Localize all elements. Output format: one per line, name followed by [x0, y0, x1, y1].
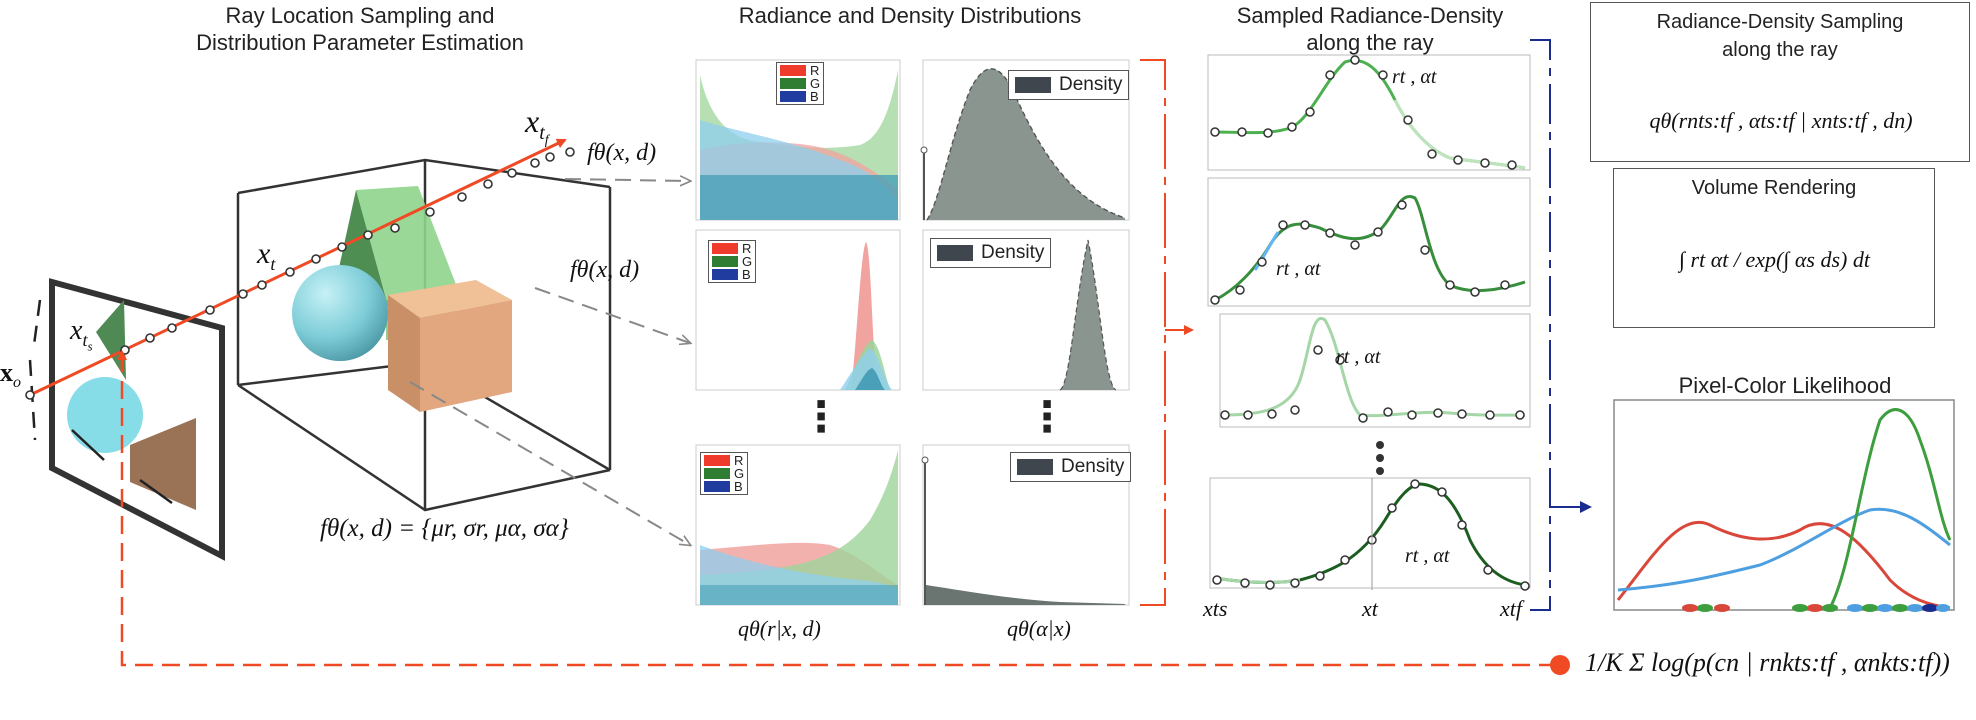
axis-q-alpha: qθ(α|x) [1007, 616, 1071, 641]
axis-x-tf: xtf [1500, 596, 1522, 621]
swatch-blue [780, 91, 806, 102]
curve-label-3: rt , αt [1336, 346, 1381, 368]
axis-q-r: qθ(r|x, d) [738, 616, 821, 641]
radiance-hist-1 [695, 59, 901, 221]
swatch-green [780, 78, 806, 89]
curve-label-2: rt , αt [1276, 258, 1321, 280]
blue-bracket [1530, 39, 1592, 611]
likelihood-formula: 1/K Σ log(p(cn | rnkts:tf , αnkts:tf)) [1585, 648, 1950, 677]
density-legend-3: Density [1010, 452, 1132, 482]
likelihood-blue-curve [1617, 507, 1951, 592]
curve-label-4: rt , αt [1405, 545, 1450, 567]
density-ellipsis: ⋮ [1026, 393, 1068, 440]
rgb-legend-2: R G B [708, 240, 757, 283]
axis-x-ts: xts [1203, 596, 1228, 621]
sampled-curve-1 [1207, 54, 1531, 171]
label-x-o: xo [0, 358, 21, 392]
image-plane [28, 278, 225, 561]
sampled-title: Sampled Radiance-Density along the ray [1236, 3, 1504, 55]
sampled-curve-4 [1209, 477, 1531, 591]
radiance-ellipsis: ⋮ [800, 393, 842, 440]
label-x-tf: xtf [525, 103, 549, 149]
red-bracket [1140, 59, 1194, 606]
label-x-t: xt [257, 237, 276, 274]
param-arrows [409, 179, 690, 545]
rgb-legend-1: R G B [776, 62, 825, 105]
volume-rendering-box: Volume Rendering ∫ rt αt / exp(∫ αs ds) … [1613, 168, 1935, 328]
curve-label-1: rt , αt [1392, 66, 1437, 88]
sampling-title: Ray Location Sampling and Distribution P… [196, 3, 524, 55]
label-x-ts: xts [70, 315, 93, 354]
sampled-ellipsis [1376, 441, 1384, 475]
feedback-line [117, 350, 1570, 675]
pixel-likelihood-title: Pixel-Color Likelihood [1678, 373, 1892, 398]
likelihood-samples [1682, 604, 1950, 612]
sampled-curve-3 [1219, 313, 1531, 428]
label-f-mid: fθ(x, d) [570, 257, 640, 283]
radiance-hist-3 [695, 444, 901, 606]
density-legend-1: Density [1008, 70, 1130, 100]
label-f-top: fθ(x, d) [587, 140, 657, 166]
likelihood-red-curve [1616, 521, 1951, 610]
axis-x-t: xt [1362, 596, 1378, 621]
scene-objects [292, 186, 512, 412]
distributions-title: Radiance and Density Distributions [738, 3, 1082, 28]
density-legend-2: Density [930, 238, 1052, 268]
swatch-red [780, 65, 806, 76]
sampled-curve-2 [1207, 177, 1531, 307]
label-f-params: fθ(x, d) = {μr, σr, μα, σα} [320, 515, 569, 542]
sampling-legend-box: Radiance-Density Sampling along the ray … [1590, 2, 1970, 162]
likelihood-green-curve [1828, 408, 1952, 609]
likelihood-chart [1613, 399, 1955, 612]
rgb-legend-3: R G B [700, 452, 749, 495]
